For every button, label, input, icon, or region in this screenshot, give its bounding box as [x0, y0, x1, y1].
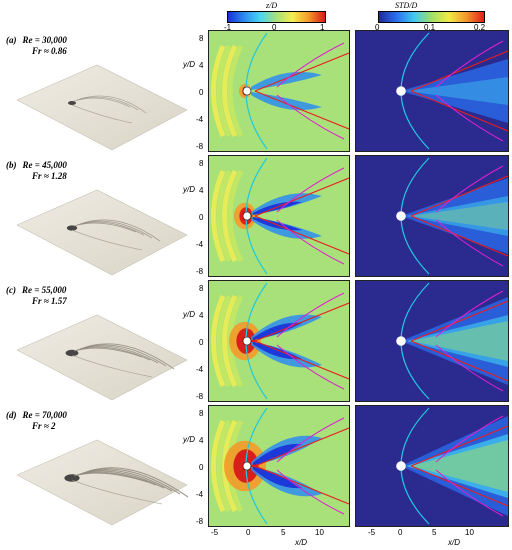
- x-tick-label: -5: [368, 528, 376, 537]
- y-tick-label: 0: [199, 88, 204, 97]
- y-axis-label: y/D: [183, 185, 195, 194]
- x-tick-label: 5: [432, 528, 437, 537]
- y-tick-label: 8: [199, 284, 204, 293]
- y-tick-label: -4: [196, 365, 204, 374]
- left-colorbar-tick: 1: [320, 23, 325, 32]
- scour-bed-surface: [16, 189, 188, 276]
- y-tick-label: 8: [199, 409, 204, 418]
- x-tick-label: 0: [246, 528, 251, 537]
- y-tick-label: 0: [199, 463, 204, 472]
- reynolds-number: Re = 55,000: [22, 285, 67, 295]
- y-tick-label: -4: [196, 240, 204, 249]
- left-colorbar-title: z/D: [266, 1, 278, 10]
- x-axis-label: x/D: [448, 538, 460, 547]
- x-axis-label: x/D: [295, 538, 307, 547]
- left-colorbar-tick: 0: [272, 23, 277, 32]
- y-tick-label: -8: [196, 267, 204, 276]
- reynolds-number: Re = 30,000: [22, 35, 67, 45]
- reynolds-number: Re = 70,000: [22, 410, 67, 420]
- panel-tag: (d): [6, 410, 17, 420]
- panel-tag: (c): [6, 285, 16, 295]
- x-tick-label: 5: [281, 528, 286, 537]
- bed-elevation-contour-panel: [208, 280, 350, 402]
- y-tick-label: 8: [199, 159, 204, 168]
- scour-bed-surface: [16, 64, 188, 151]
- y-tick-label: -4: [196, 490, 204, 499]
- y-tick-label: 0: [199, 213, 204, 222]
- froude-number: Fr ≈ 1.28: [32, 171, 67, 181]
- bed-std-panel: [355, 30, 509, 152]
- bed-elevation-contour-panel: [208, 30, 350, 152]
- froude-number: Fr ≈ 2: [32, 421, 56, 431]
- reynolds-number: Re = 45,000: [22, 160, 67, 170]
- bed-elevation-contour-panel: [208, 405, 350, 527]
- y-tick-label: -8: [196, 517, 204, 526]
- row-label: (b) Re = 45,000 Fr ≈ 1.28: [6, 160, 67, 182]
- bed-std-panel: [355, 280, 509, 402]
- y-axis-label: y/D: [183, 435, 195, 444]
- bed-std-panel: [355, 405, 509, 527]
- panel-tag: (b): [6, 160, 17, 170]
- right-colorbar: [378, 11, 485, 23]
- froude-number: Fr ≈ 0.86: [32, 46, 67, 56]
- row-label: (d) Re = 70,000 Fr ≈ 2: [6, 410, 67, 432]
- y-tick-label: 4: [199, 186, 204, 195]
- y-tick-label: -8: [196, 392, 204, 401]
- y-tick-label: 0: [199, 338, 204, 347]
- right-colorbar-tick: 0: [375, 23, 380, 32]
- left-colorbar-tick: -1: [224, 23, 232, 32]
- froude-number: Fr ≈ 1.57: [32, 296, 67, 306]
- bed-elevation-contour-panel: [208, 155, 350, 277]
- right-colorbar-tick: 0.2: [474, 23, 486, 32]
- y-tick-label: 8: [199, 34, 204, 43]
- y-axis-label: y/D: [183, 310, 195, 319]
- scour-bed-surface: [16, 439, 189, 526]
- x-tick-label: 0: [398, 528, 403, 537]
- scour-bed-surface: [16, 314, 188, 401]
- panel-tag: (a): [6, 35, 17, 45]
- row-label: (c) Re = 55,000 Fr ≈ 1.57: [6, 285, 67, 307]
- x-tick-label: -5: [211, 528, 219, 537]
- y-tick-label: 4: [199, 61, 204, 70]
- row-label: (a) Re = 30,000 Fr ≈ 0.86: [6, 35, 67, 57]
- left-colorbar: [227, 11, 326, 23]
- bed-std-panel: [355, 155, 509, 277]
- y-tick-label: -8: [196, 142, 204, 151]
- y-tick-label: 4: [199, 436, 204, 445]
- y-tick-label: -4: [196, 115, 204, 124]
- right-colorbar-tick: 0.1: [424, 23, 436, 32]
- x-tick-label: 10: [315, 528, 324, 537]
- y-axis-label: y/D: [183, 60, 195, 69]
- right-colorbar-title: STD/D: [395, 1, 418, 10]
- y-tick-label: 4: [199, 311, 204, 320]
- x-tick-label: 10: [465, 528, 474, 537]
